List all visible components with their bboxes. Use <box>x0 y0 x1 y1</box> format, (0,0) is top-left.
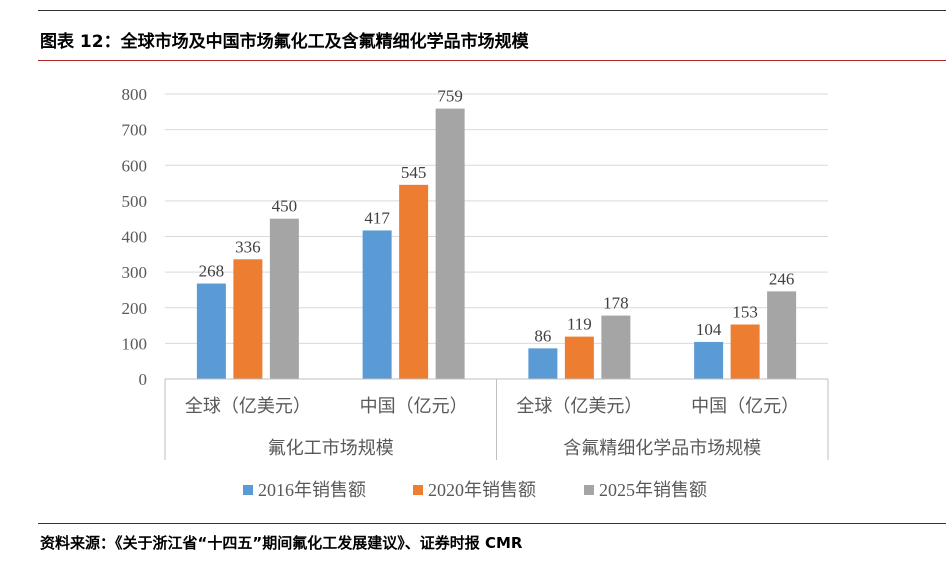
y-axis-tick-labels: 0 100 200 300 400 500 600 700 800 <box>122 85 148 389</box>
y-tick-label: 100 <box>122 334 148 353</box>
y-tick-label: 700 <box>122 121 148 140</box>
bars <box>196 108 797 379</box>
y-tick-label: 400 <box>122 228 148 247</box>
legend: 2016年销售额 2020年销售额 2025年销售额 <box>243 480 707 500</box>
bar <box>601 315 631 379</box>
x-axis: 全球（亿美元） 中国（亿元） 全球（亿美元） 中国（亿元） 氟化工市场规模 含氟精细化学品… <box>164 378 829 460</box>
bar <box>767 291 797 379</box>
data-label: 759 <box>437 87 463 106</box>
x-category-label: 中国（亿元） <box>691 396 799 416</box>
title-rule <box>38 60 946 61</box>
bar <box>269 218 299 379</box>
x-group-label: 含氟精细化学品市场规模 <box>563 438 761 458</box>
data-label: 417 <box>364 208 390 227</box>
data-label: 104 <box>696 320 722 339</box>
data-label: 153 <box>732 302 758 321</box>
y-tick-label: 300 <box>122 263 148 282</box>
bar <box>399 184 429 379</box>
data-label: 450 <box>272 197 298 216</box>
bar <box>435 108 465 379</box>
data-label: 178 <box>603 294 629 313</box>
data-labels: 268 336 450 417 545 759 86 119 178 104 153 246 <box>199 87 795 346</box>
legend-label: 2025年销售额 <box>599 480 707 500</box>
bar-chart: 0 100 200 300 400 500 600 700 800 268 336 450 417 54… <box>122 85 829 500</box>
data-label: 86 <box>534 326 551 345</box>
data-label: 336 <box>235 237 261 256</box>
y-tick-label: 500 <box>122 192 148 211</box>
x-category-label: 中国（亿元） <box>360 396 468 416</box>
data-label: 119 <box>567 315 592 334</box>
data-label: 268 <box>199 262 225 281</box>
data-label: 545 <box>401 163 427 182</box>
gridlines <box>165 93 828 380</box>
legend-swatch <box>584 485 594 495</box>
legend-swatch <box>243 485 253 495</box>
bar <box>564 336 594 379</box>
top-rule <box>38 10 946 11</box>
bar <box>362 230 392 379</box>
legend-label: 2020年销售额 <box>428 480 536 500</box>
bar <box>528 348 558 379</box>
x-group-label: 氟化工市场规模 <box>268 438 394 458</box>
bottom-rule <box>38 523 946 524</box>
bar <box>233 259 263 379</box>
x-category-label: 全球（亿美元） <box>516 396 642 416</box>
y-tick-label: 200 <box>122 299 148 318</box>
y-tick-label: 600 <box>122 156 148 175</box>
y-tick-label: 800 <box>122 85 148 104</box>
figure-title: 图表 12：全球市场及中国市场氟化工及含氟精细化学品市场规模 <box>40 32 529 52</box>
source-note: 资料来源：《关于浙江省“十四五”期间氟化工发展建议》、证券时报 CMR <box>40 534 523 552</box>
legend-swatch <box>413 485 423 495</box>
figure-header: 图表 12：全球市场及中国市场氟化工及含氟精细化学品市场规模 <box>0 0 952 62</box>
y-tick-label: 0 <box>139 370 148 389</box>
bar <box>694 341 724 379</box>
data-label: 246 <box>769 269 795 288</box>
x-category-label: 全球（亿美元） <box>185 396 311 416</box>
bar <box>196 283 226 379</box>
legend-label: 2016年销售额 <box>258 480 366 500</box>
bar <box>730 324 760 379</box>
